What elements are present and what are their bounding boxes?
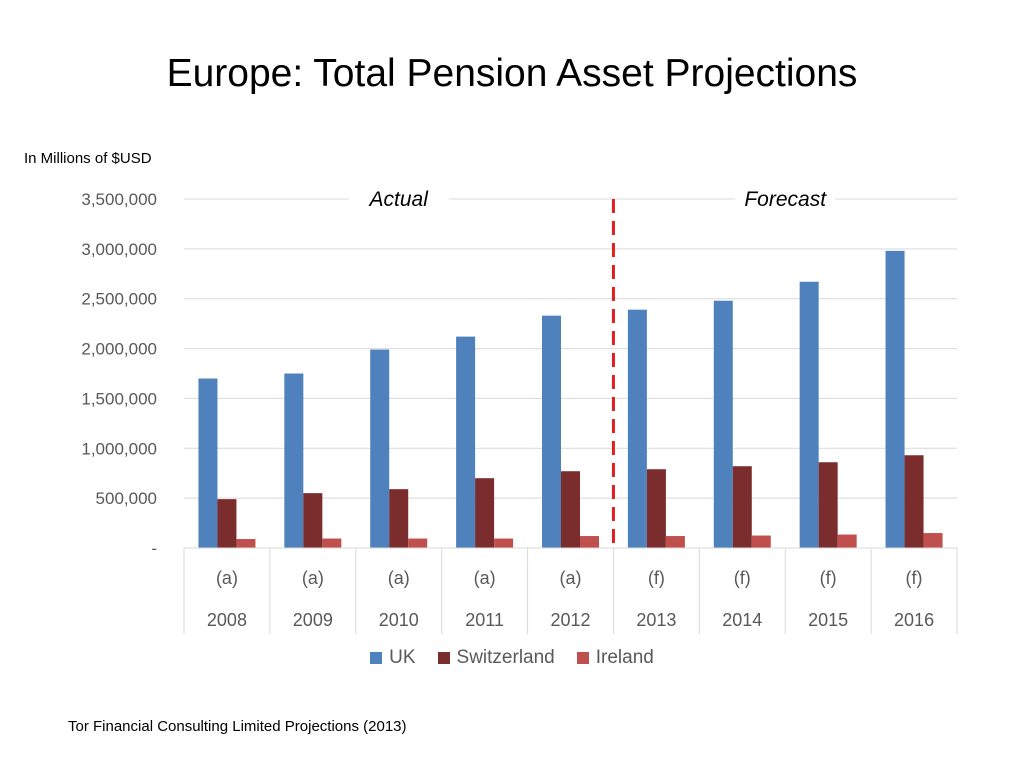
x-tick-flag-label: (a) bbox=[388, 568, 410, 588]
legend-item-switzerland: Switzerland bbox=[437, 647, 555, 669]
bar-uk-2014 bbox=[713, 300, 733, 548]
bar-switzerland-2016 bbox=[904, 455, 924, 548]
x-tick-year-label: 2008 bbox=[207, 610, 247, 630]
bar-uk-2008 bbox=[198, 378, 218, 548]
bar-switzerland-2010 bbox=[389, 489, 409, 548]
x-tick-year-label: 2011 bbox=[465, 610, 504, 630]
bar-uk-2011 bbox=[456, 336, 476, 548]
legend-label: UK bbox=[389, 647, 416, 668]
bar-ireland-2010 bbox=[408, 538, 428, 548]
y-tick-label: 2,000,000 bbox=[81, 340, 157, 359]
slide-title: Europe: Total Pension Asset Projections bbox=[166, 52, 858, 95]
bar-uk-2009 bbox=[284, 373, 304, 548]
legend-label: Ireland bbox=[595, 647, 654, 668]
bar-ireland-2008 bbox=[236, 539, 256, 548]
y-tick-label: 3,000,000 bbox=[81, 240, 157, 259]
bar-ireland-2013 bbox=[665, 536, 685, 548]
bar-uk-2015 bbox=[799, 281, 819, 548]
x-tick-year-label: 2012 bbox=[550, 610, 590, 630]
bar-uk-2016 bbox=[885, 250, 905, 548]
x-tick-flag-label: (a) bbox=[216, 568, 238, 588]
bar-ireland-2011 bbox=[494, 538, 514, 548]
bar-switzerland-2015 bbox=[818, 462, 838, 548]
bar-uk-2012 bbox=[542, 315, 561, 548]
x-tick-flag-label: (f) bbox=[906, 568, 923, 588]
bar-ireland-2012 bbox=[580, 536, 599, 548]
source-note: Tor Financial Consulting Limited Project… bbox=[68, 718, 407, 735]
region-labels: Actual Forecast bbox=[348, 185, 836, 213]
region-label-background bbox=[735, 185, 836, 213]
bar-switzerland-2011 bbox=[475, 478, 495, 548]
region-label-actual: Actual bbox=[368, 188, 430, 211]
bar-switzerland-2013 bbox=[646, 469, 666, 548]
x-tick-year-label: 2010 bbox=[379, 610, 419, 630]
bar-switzerland-2008 bbox=[217, 499, 237, 548]
bar-switzerland-2012 bbox=[561, 471, 580, 548]
x-tick-flag-label: (a) bbox=[560, 568, 582, 588]
x-tick-year-label: 2015 bbox=[808, 610, 848, 630]
chart-legend: UK Switzerland Ireland bbox=[0, 647, 1024, 669]
bar-ireland-2015 bbox=[837, 534, 857, 548]
x-tick-flag-label: (a) bbox=[474, 568, 496, 588]
bars bbox=[198, 250, 943, 548]
legend-label: Switzerland bbox=[456, 647, 555, 668]
tick-labels: - 500,000 1,000,000 1,500,000 2,000,000 2,500… bbox=[81, 190, 934, 630]
bar-uk-2010 bbox=[370, 349, 390, 548]
x-tick-flag-label: (a) bbox=[302, 568, 324, 588]
bar-switzerland-2009 bbox=[303, 493, 323, 548]
bar-uk-2013 bbox=[627, 309, 647, 548]
bar-ireland-2014 bbox=[751, 535, 771, 548]
y-tick-label: - bbox=[151, 539, 157, 558]
x-tick-flag-label: (f) bbox=[648, 568, 665, 588]
y-tick-label: 500,000 bbox=[96, 489, 157, 508]
legend-swatch bbox=[437, 652, 450, 664]
region-label-forecast: Forecast bbox=[744, 188, 827, 211]
bar-ireland-2009 bbox=[322, 538, 342, 548]
legend-item-uk: UK bbox=[370, 647, 416, 669]
bar-ireland-2016 bbox=[923, 533, 943, 548]
legend-swatch bbox=[576, 652, 589, 664]
x-tick-year-label: 2009 bbox=[293, 610, 333, 630]
y-tick-label: 1,500,000 bbox=[81, 389, 157, 408]
x-tick-flag-label: (f) bbox=[734, 568, 751, 588]
y-axis-units-label: In Millions of $USD bbox=[24, 150, 152, 167]
x-tick-year-label: 2016 bbox=[894, 610, 934, 630]
x-tick-year-label: 2013 bbox=[636, 610, 676, 630]
x-tick-year-label: 2014 bbox=[722, 610, 762, 630]
y-tick-label: 3,500,000 bbox=[81, 190, 157, 209]
bar-switzerland-2014 bbox=[732, 466, 752, 548]
y-tick-label: 2,500,000 bbox=[81, 290, 157, 309]
region-label-background bbox=[348, 185, 449, 213]
legend-item-ireland: Ireland bbox=[576, 647, 654, 669]
legend-swatch bbox=[370, 652, 383, 664]
x-tick-flag-label: (f) bbox=[820, 568, 837, 588]
axes bbox=[183, 547, 958, 634]
y-tick-label: 1,000,000 bbox=[81, 439, 157, 458]
